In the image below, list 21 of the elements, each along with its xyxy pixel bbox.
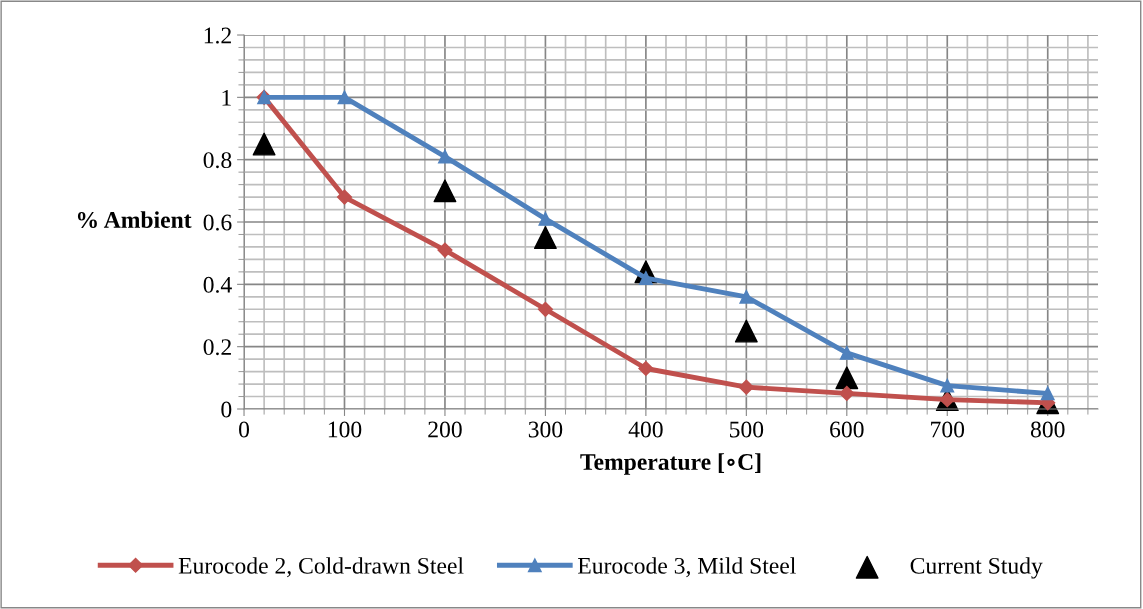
x-tick-label: 800 [1030,421,1065,438]
y-tick-label: 0.6 [203,214,232,231]
legend-label: Eurocode 3, Mild Steel [578,557,796,578]
x-tick-label: 100 [328,421,362,438]
x-tick-label: 200 [428,421,462,438]
x-tick-label: 600 [830,421,864,438]
y-tick-label: 0.8 [203,152,232,169]
x-tick-label: 500 [730,421,764,438]
legend-label: Eurocode 2, Cold-drawn Steel [178,557,464,578]
legend-label: Current Study [910,557,1043,579]
x-axis-title: Temperature [∘C] [580,453,761,475]
y-tick-label: 0 [221,401,232,418]
y-tick-label: 1 [222,89,231,106]
x-tick-label: 400 [628,421,663,438]
y-tick-label: 0.4 [203,276,232,293]
x-tick-label: 300 [528,421,563,438]
x-tick-label: 700 [931,421,965,438]
x-tick-label: 0 [239,421,250,438]
y-axis-title: % Ambient [77,211,192,228]
y-tick-label: 0.2 [203,339,231,356]
y-tick-label: 1.2 [204,27,231,44]
